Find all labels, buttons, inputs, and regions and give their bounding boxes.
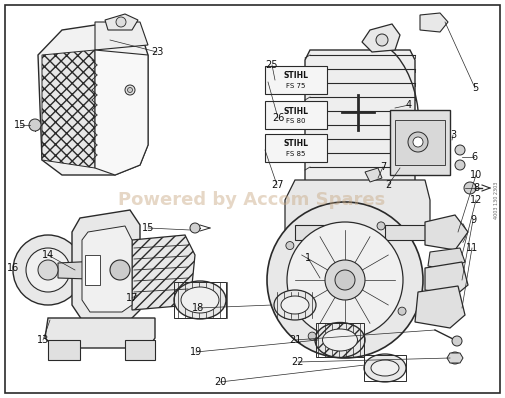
Text: 8: 8 bbox=[473, 183, 479, 193]
Circle shape bbox=[452, 336, 462, 346]
Polygon shape bbox=[295, 225, 340, 240]
Text: 4003 130 2303: 4003 130 2303 bbox=[494, 181, 499, 219]
Circle shape bbox=[455, 160, 465, 170]
Text: 9: 9 bbox=[470, 215, 476, 225]
Text: 2: 2 bbox=[385, 180, 391, 190]
Text: 7: 7 bbox=[380, 162, 386, 172]
Polygon shape bbox=[425, 262, 468, 295]
Text: 21: 21 bbox=[289, 335, 301, 345]
Circle shape bbox=[398, 307, 406, 315]
Circle shape bbox=[449, 352, 461, 364]
Polygon shape bbox=[285, 180, 430, 230]
Text: 14: 14 bbox=[42, 250, 54, 260]
Circle shape bbox=[38, 260, 58, 280]
Text: 13: 13 bbox=[37, 335, 49, 345]
Polygon shape bbox=[105, 14, 138, 30]
Text: Powered by Accom Spares: Powered by Accom Spares bbox=[118, 191, 386, 209]
Polygon shape bbox=[305, 50, 415, 220]
Circle shape bbox=[13, 235, 83, 305]
Circle shape bbox=[408, 132, 428, 152]
Polygon shape bbox=[395, 120, 445, 165]
Text: STIHL: STIHL bbox=[283, 107, 309, 115]
Text: 15: 15 bbox=[142, 223, 154, 233]
Text: FS 80: FS 80 bbox=[286, 118, 306, 124]
Polygon shape bbox=[265, 101, 327, 129]
Text: 26: 26 bbox=[272, 113, 284, 123]
Polygon shape bbox=[415, 286, 465, 328]
Circle shape bbox=[335, 270, 355, 290]
Polygon shape bbox=[420, 13, 448, 32]
Circle shape bbox=[464, 182, 476, 194]
Text: 4: 4 bbox=[406, 100, 412, 110]
Circle shape bbox=[190, 223, 200, 233]
Polygon shape bbox=[385, 225, 430, 240]
Circle shape bbox=[287, 222, 403, 338]
Text: 27: 27 bbox=[271, 180, 283, 190]
Text: 11: 11 bbox=[466, 243, 478, 253]
Polygon shape bbox=[428, 248, 465, 270]
Polygon shape bbox=[82, 226, 132, 312]
Circle shape bbox=[325, 260, 365, 300]
Text: 6: 6 bbox=[471, 152, 477, 162]
Circle shape bbox=[116, 17, 126, 27]
Text: 20: 20 bbox=[214, 377, 226, 387]
Polygon shape bbox=[425, 215, 468, 250]
Circle shape bbox=[125, 85, 135, 95]
Ellipse shape bbox=[364, 354, 406, 382]
Polygon shape bbox=[45, 318, 155, 348]
Circle shape bbox=[286, 242, 294, 250]
Circle shape bbox=[376, 34, 388, 46]
Text: 12: 12 bbox=[470, 195, 482, 205]
Polygon shape bbox=[72, 210, 140, 320]
Circle shape bbox=[413, 137, 423, 147]
Text: 19: 19 bbox=[190, 347, 202, 357]
Circle shape bbox=[267, 202, 423, 358]
Ellipse shape bbox=[274, 290, 316, 320]
Ellipse shape bbox=[181, 287, 219, 313]
Polygon shape bbox=[447, 353, 463, 363]
Text: 5: 5 bbox=[472, 83, 478, 93]
Text: 18: 18 bbox=[192, 303, 204, 313]
Text: 3: 3 bbox=[450, 130, 456, 140]
Text: 15: 15 bbox=[14, 120, 26, 130]
Text: STIHL: STIHL bbox=[283, 72, 309, 80]
Text: 1: 1 bbox=[305, 253, 311, 263]
Ellipse shape bbox=[281, 296, 309, 314]
Polygon shape bbox=[95, 50, 148, 175]
Polygon shape bbox=[58, 260, 125, 280]
Circle shape bbox=[308, 332, 316, 340]
Text: FS 85: FS 85 bbox=[286, 151, 306, 157]
Circle shape bbox=[377, 222, 385, 230]
Text: STIHL: STIHL bbox=[283, 140, 309, 148]
Ellipse shape bbox=[371, 360, 399, 376]
Polygon shape bbox=[362, 24, 400, 52]
Polygon shape bbox=[265, 134, 327, 162]
Polygon shape bbox=[85, 255, 100, 285]
Ellipse shape bbox=[323, 329, 358, 351]
Text: 17: 17 bbox=[126, 293, 138, 303]
Polygon shape bbox=[48, 340, 80, 360]
Polygon shape bbox=[38, 22, 148, 175]
Polygon shape bbox=[365, 168, 382, 182]
Polygon shape bbox=[390, 110, 450, 175]
Polygon shape bbox=[95, 22, 148, 50]
Text: 22: 22 bbox=[292, 357, 304, 367]
Ellipse shape bbox=[315, 322, 365, 357]
Circle shape bbox=[127, 88, 132, 92]
Text: 23: 23 bbox=[151, 47, 163, 57]
Circle shape bbox=[455, 145, 465, 155]
Text: 16: 16 bbox=[7, 263, 19, 273]
Polygon shape bbox=[42, 50, 95, 168]
Circle shape bbox=[29, 119, 41, 131]
Text: 10: 10 bbox=[470, 170, 482, 180]
Text: FS 75: FS 75 bbox=[286, 83, 306, 89]
Text: 25: 25 bbox=[266, 60, 278, 70]
Polygon shape bbox=[265, 66, 327, 94]
Ellipse shape bbox=[174, 281, 226, 319]
Circle shape bbox=[110, 260, 130, 280]
Polygon shape bbox=[125, 340, 155, 360]
Circle shape bbox=[26, 248, 70, 292]
Polygon shape bbox=[132, 235, 195, 310]
